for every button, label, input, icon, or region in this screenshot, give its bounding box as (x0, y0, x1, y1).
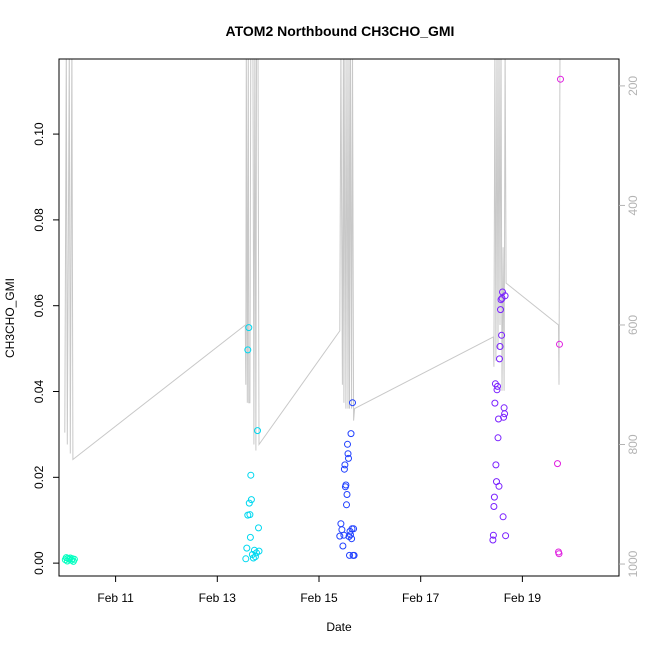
y2-axis-right: 200 400 600 800 1000 (619, 76, 640, 577)
data-point (554, 460, 561, 468)
data-point (244, 346, 252, 354)
data-point (489, 536, 497, 544)
data-point (344, 450, 352, 458)
data-point (502, 532, 510, 540)
y-tick-label: 0.06 (32, 294, 46, 318)
data-point (255, 524, 262, 532)
data-point (64, 554, 72, 562)
data-point (490, 493, 498, 501)
data-point (247, 471, 255, 479)
y-tick-label: 0.00 (32, 551, 46, 575)
y2-tick-label: 200 (626, 76, 640, 96)
pressure-line (64, 59, 561, 461)
data-point (247, 496, 255, 504)
data-point (499, 513, 507, 521)
data-point (348, 535, 356, 543)
plot-layer (61, 59, 564, 565)
data-point (339, 542, 347, 550)
data-point (493, 386, 501, 394)
data-point (337, 520, 345, 528)
data-point (498, 331, 506, 339)
data-point (501, 410, 509, 418)
data-point (350, 551, 358, 559)
data-point (242, 555, 250, 563)
data-point (494, 434, 502, 442)
data-point (342, 481, 350, 489)
y-tick-label: 0.08 (32, 208, 46, 232)
y2-tick-label: 400 (626, 195, 640, 215)
data-point (246, 511, 254, 519)
data-point (556, 340, 563, 348)
data-point (340, 531, 348, 539)
data-point (500, 404, 508, 412)
y2-tick-label: 1000 (626, 550, 640, 577)
data-point (496, 343, 504, 350)
data-point (497, 306, 504, 314)
data-point (344, 440, 351, 448)
x-axis-label: Date (326, 620, 352, 634)
data-point (245, 499, 253, 507)
data-point (555, 550, 563, 558)
y-axis: 0.00 0.02 0.04 0.06 0.08 0.10 (32, 122, 59, 575)
data-point (496, 355, 503, 363)
y-axis-label: CH3CHO_GMI (3, 278, 17, 358)
data-point (500, 413, 508, 421)
data-point (347, 430, 355, 438)
data-point (495, 482, 503, 490)
y2-tick-label: 600 (626, 315, 640, 335)
y2-tick-label: 800 (626, 434, 640, 454)
x-tick-label: Feb 15 (300, 591, 338, 605)
data-point (497, 296, 505, 304)
data-point (249, 554, 257, 562)
data-point (341, 461, 349, 469)
chart-title: ATOM2 Northbound CH3CHO_GMI (226, 23, 455, 39)
x-tick-label: Feb 11 (97, 591, 134, 605)
data-point (343, 501, 350, 509)
data-point (336, 532, 344, 540)
data-point (490, 503, 498, 510)
data-point (243, 544, 251, 552)
data-point (67, 556, 75, 564)
data-point (251, 553, 259, 561)
data-point (345, 454, 352, 462)
x-tick-label: Feb 19 (504, 591, 542, 605)
x-tick-label: Feb 13 (199, 591, 237, 605)
data-point (492, 461, 500, 469)
data-point (494, 382, 501, 390)
y-tick-label: 0.02 (32, 465, 46, 489)
data-point (245, 324, 253, 332)
data-point (70, 555, 78, 563)
x-axis: Feb 11 Feb 13 Feb 15 Feb 17 Feb 19 (97, 576, 541, 605)
x-tick-label: Feb 17 (402, 591, 440, 605)
plot-frame (58, 58, 620, 577)
data-point (346, 551, 353, 559)
data-point (349, 399, 356, 407)
data-point (246, 533, 254, 541)
data-point (350, 525, 358, 533)
y-tick-label: 0.04 (32, 380, 46, 404)
data-point (343, 491, 351, 498)
data-point (255, 547, 263, 555)
data-point (501, 292, 509, 300)
data-point (340, 465, 348, 473)
y-tick-label: 0.10 (32, 122, 46, 146)
data-point (489, 531, 497, 539)
data-point (491, 399, 499, 407)
data-point (254, 427, 261, 435)
data-point (557, 75, 564, 83)
